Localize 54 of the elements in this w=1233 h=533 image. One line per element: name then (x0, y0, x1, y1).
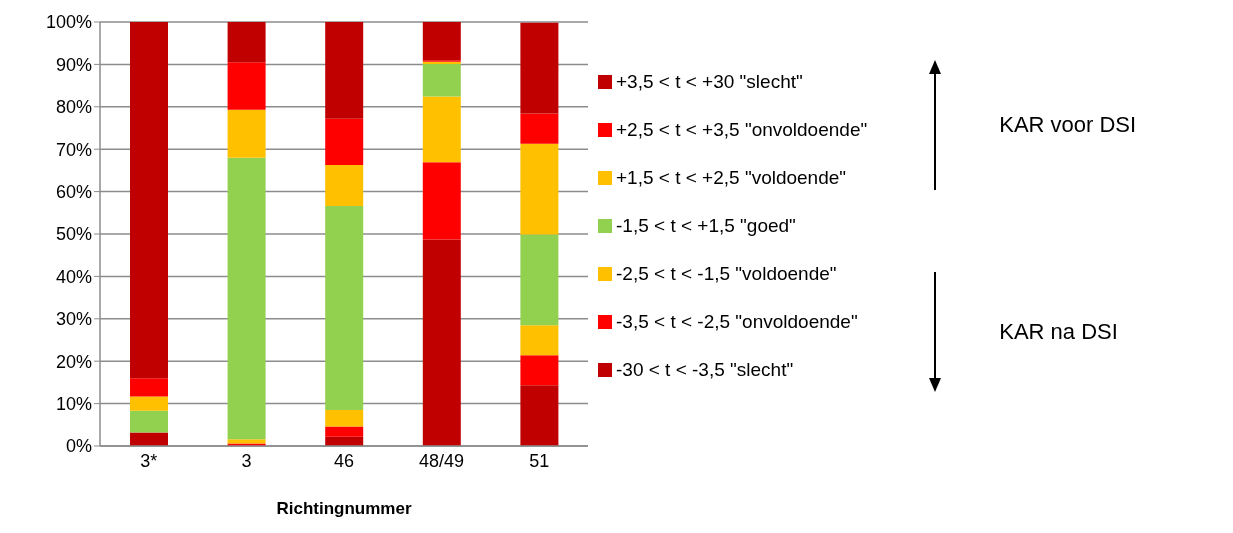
y-tick-label: 50% (55, 224, 92, 245)
bar (520, 113, 559, 144)
bar (325, 118, 364, 165)
bar (422, 63, 461, 97)
bar (520, 234, 559, 326)
bar (422, 22, 461, 61)
bar (520, 143, 559, 235)
x-tick-label: 3 (241, 450, 252, 471)
bar (422, 162, 461, 240)
legend-label: +1,5 < t < +2,5 "voldoende" (616, 167, 847, 189)
legend-label: +3,5 < t < +30 "slecht" (616, 71, 803, 93)
bar (227, 157, 266, 440)
bar (325, 426, 364, 437)
x-tick-label: 51 (529, 450, 550, 471)
bar (422, 96, 461, 163)
y-tick-label: 100% (45, 12, 92, 33)
legend-label: +2,5 < t < +3,5 "onvoldoende" (616, 119, 868, 141)
legend-label: -3,5 < t < -2,5 "onvoldoende" (616, 311, 858, 333)
y-tick-label: 60% (55, 181, 92, 202)
text: KAR na DSI (999, 319, 1118, 345)
y-tick-label: 80% (55, 97, 92, 118)
y-tick-label: 90% (55, 54, 92, 75)
bar (130, 22, 168, 379)
bar (130, 396, 168, 411)
x-tick-label: 46 (333, 450, 355, 471)
bar (227, 62, 266, 110)
bar (520, 385, 559, 446)
x-axis-title: Richtingnummer (276, 499, 412, 518)
bar (227, 109, 266, 158)
x-tick-label: 3* (140, 450, 158, 471)
bar (130, 378, 168, 397)
text: KAR voor DSI (999, 112, 1137, 138)
y-tick-label: 70% (55, 139, 92, 160)
y-tick-label: 20% (55, 351, 92, 372)
bar (130, 432, 168, 446)
legend-label: -30 < t < -3,5 "slecht" (616, 359, 794, 381)
bar (520, 355, 559, 386)
bar (325, 206, 364, 410)
y-tick-label: 10% (55, 393, 92, 414)
legend-label: -2,5 < t < -1,5 "voldoende" (616, 263, 837, 285)
bar (520, 22, 559, 114)
bar (325, 409, 364, 427)
bar (422, 239, 461, 446)
bar (130, 410, 168, 433)
bar (520, 325, 559, 356)
x-tick-label: 48/49 (419, 450, 465, 471)
bar (227, 439, 266, 444)
y-tick-label: 40% (55, 266, 92, 287)
bar (227, 22, 266, 63)
bar (325, 164, 364, 207)
legend-label: -1,5 < t < +1,5 "goed" (616, 215, 796, 237)
y-tick-label: 30% (55, 309, 92, 330)
y-tick-label: 0% (65, 436, 92, 457)
bar (325, 22, 364, 119)
